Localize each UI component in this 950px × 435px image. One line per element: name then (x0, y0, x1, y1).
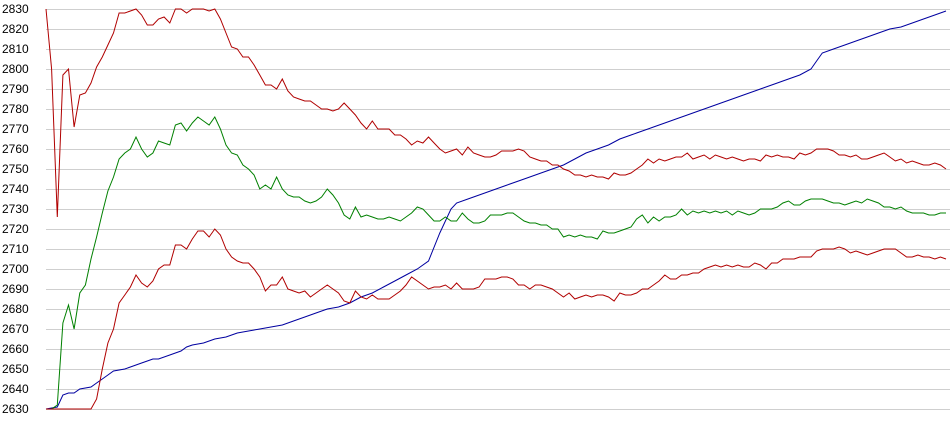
series-line-3 (46, 116, 946, 410)
y-tick-label: 2740 (2, 182, 29, 196)
y-tick-label: 2750 (2, 162, 29, 176)
y-tick-label: 2760 (2, 142, 29, 156)
series-lines (45, 8, 947, 410)
series-line-2 (45, 8, 947, 218)
y-tick-label: 2730 (2, 202, 29, 216)
y-tick-label: 2830 (2, 2, 29, 16)
y-tick-label: 2630 (2, 402, 29, 416)
y-tick-label: 2710 (2, 242, 29, 256)
y-tick-label: 2680 (2, 302, 29, 316)
y-tick-label: 2810 (2, 42, 29, 56)
y-tick-label: 2670 (2, 322, 29, 336)
y-tick-label: 2820 (2, 22, 29, 36)
y-tick-label: 2690 (2, 282, 29, 296)
y-tick-label: 2780 (2, 102, 29, 116)
y-tick-label: 2790 (2, 82, 29, 96)
grid-lines (46, 9, 950, 410)
series-line-4 (46, 228, 947, 410)
series-line-1 (45, 10, 947, 410)
y-tick-label: 2800 (2, 62, 29, 76)
y-axis-tick-labels: 2830 2820 2810 2800 2790 2780 2770 2760 2750 2740… (2, 2, 29, 416)
y-tick-label: 2650 (2, 362, 29, 376)
y-tick-label: 2660 (2, 342, 29, 356)
y-tick-label: 2720 (2, 222, 29, 236)
y-tick-label: 2640 (2, 382, 29, 396)
y-tick-label: 2770 (2, 122, 29, 136)
y-tick-label: 2700 (2, 262, 29, 276)
